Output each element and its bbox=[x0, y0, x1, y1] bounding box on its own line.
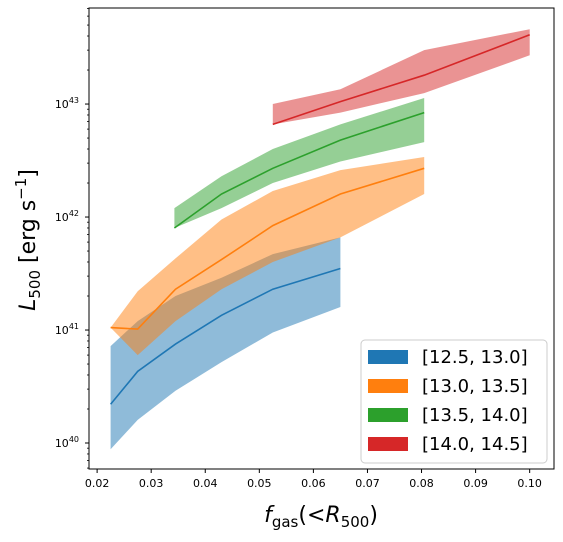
x-axis-label-sub: gas bbox=[272, 513, 299, 531]
legend-label: [13.0, 13.5] bbox=[422, 376, 528, 397]
y-axis-label-main: L bbox=[16, 299, 41, 311]
y-axis-label-sup: −1 bbox=[12, 178, 30, 200]
x-tick-label: 0.02 bbox=[85, 477, 110, 490]
x-axis-label: fgas(<R500) bbox=[264, 503, 378, 531]
y-axis-label: L500 [erg s−1] bbox=[12, 169, 44, 311]
y-axis-label-sub: 500 bbox=[26, 270, 44, 299]
band-series-0 bbox=[110, 237, 341, 450]
band-series-1 bbox=[110, 157, 425, 356]
x-axis-label-rest: (< bbox=[298, 503, 325, 528]
legend-swatch bbox=[368, 408, 408, 422]
y-tick-label: 1042 bbox=[55, 209, 79, 224]
x-tick-label: 0.10 bbox=[517, 477, 542, 490]
legend-swatch bbox=[368, 437, 408, 451]
uncertainty-bands bbox=[110, 29, 530, 450]
x-axis-label-main: f bbox=[264, 503, 275, 528]
y-tick-label: 1041 bbox=[55, 322, 79, 337]
legend-label: [14.0, 14.5] bbox=[422, 434, 528, 455]
legend-box bbox=[360, 339, 548, 464]
legend-swatch bbox=[368, 379, 408, 393]
x-axis-label-r: R bbox=[325, 503, 340, 528]
y-tick-label: 1040 bbox=[55, 435, 79, 450]
y-axis-label-unit: [erg s bbox=[16, 200, 41, 270]
x-tick-label: 0.05 bbox=[247, 477, 272, 490]
x-tick-label: 0.03 bbox=[139, 477, 164, 490]
y-axis-label-close: ] bbox=[16, 169, 41, 178]
median-line-series-0 bbox=[109, 267, 341, 405]
band-series-2 bbox=[174, 98, 425, 228]
x-axis-label-sub2: 500 bbox=[341, 513, 370, 531]
x-axis: 0.02 0.03 0.04 0.05 0.06 0.07 0.08 0.09 0.10 bbox=[85, 469, 542, 490]
y-tick-label: 1043 bbox=[55, 96, 79, 111]
x-tick-label: 0.06 bbox=[301, 477, 326, 490]
legend-label: [12.5, 13.0] bbox=[422, 347, 528, 368]
x-tick-label: 0.09 bbox=[463, 477, 488, 490]
y-axis: 1040 1041 1042 1043 bbox=[55, 8, 89, 469]
x-tick-label: 0.07 bbox=[355, 477, 380, 490]
legend-label: [13.5, 14.0] bbox=[422, 405, 528, 426]
median-line-series-2 bbox=[173, 111, 425, 229]
median-line-series-3 bbox=[272, 34, 530, 126]
median-lines bbox=[109, 34, 530, 405]
plot-frame bbox=[88, 7, 555, 470]
x-tick-label: 0.04 bbox=[193, 477, 218, 490]
legend-swatch bbox=[368, 350, 408, 364]
band-series-3 bbox=[272, 29, 530, 125]
x-tick-label: 0.08 bbox=[409, 477, 434, 490]
median-line-series-1 bbox=[110, 167, 425, 330]
legend: [12.5, 13.0] [13.0, 13.5] [13.5, 14.0] [14.… bbox=[360, 339, 548, 464]
x-axis-label-close: ) bbox=[369, 503, 378, 528]
